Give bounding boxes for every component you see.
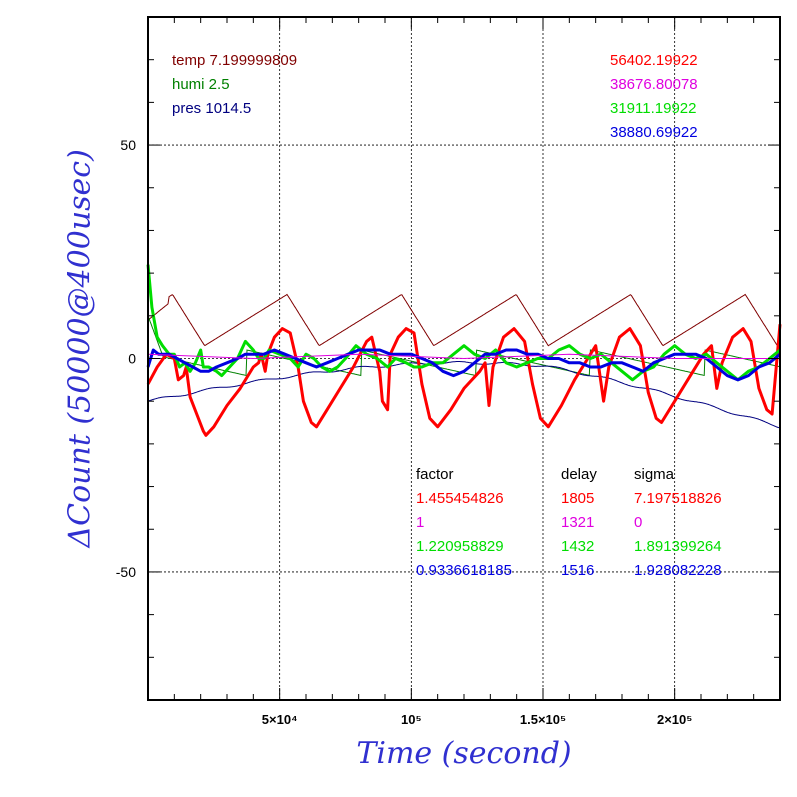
stats-delay-green: 1432 (561, 538, 595, 555)
stats-sigma-blue: 1.928082228 (634, 562, 722, 579)
x-tick-label: 5×10⁴ (262, 712, 298, 727)
stats-sigma-magenta: 0 (634, 514, 643, 531)
stats-header-sigma: sigma (634, 466, 675, 483)
y-tick-label: 0 (128, 351, 136, 367)
series-line-2 (146, 348, 781, 382)
stats-delay-red: 1805 (561, 490, 595, 507)
y-axis-label: ΔCount (50000@400usec) (62, 149, 98, 548)
x-axis-label: Time (second) (356, 736, 572, 771)
x-tick-label: 1.5×10⁵ (520, 712, 566, 727)
stats-sigma-red: 7.197518826 (634, 490, 722, 507)
series-layer (146, 264, 782, 437)
tick-label-layer: 5×10⁴ 10⁵ 1.5×10⁵ 2×10⁵ 50 0 -50 (116, 137, 693, 727)
series-mean-magenta: 38676.80078 (610, 76, 698, 93)
env-pres-line (147, 361, 781, 429)
stats-factor-magenta: 1 (416, 514, 425, 531)
stats-factor-green: 1.220958829 (416, 538, 504, 555)
env-temp-label: temp 7.199999809 (172, 52, 298, 69)
series-line-0 (146, 324, 782, 437)
series-mean-red: 56402.19922 (610, 52, 698, 69)
stats-delay-magenta: 1321 (561, 514, 595, 531)
series-mean-green: 31911.19922 (610, 100, 697, 117)
series-mean-blue: 38880.69922 (610, 124, 698, 141)
stats-factor-blue: 0.9336618185 (416, 562, 512, 579)
x-tick-label: 10⁵ (401, 712, 422, 727)
series-line-3 (147, 353, 780, 359)
stats-header-delay: delay (561, 466, 597, 483)
x-tick-label: 2×10⁵ (657, 712, 692, 727)
env-temp-line (147, 293, 781, 347)
env-humi-label: humi 2.5 (172, 76, 230, 93)
stats-delay-blue: 1516 (561, 562, 595, 579)
stats-factor-red: 1.455454826 (416, 490, 504, 507)
frame-layer (147, 16, 781, 701)
series-line-1 (146, 264, 781, 382)
y-tick-label: 50 (120, 137, 136, 153)
y-tick-label: -50 (116, 564, 136, 580)
stats-sigma-green: 1.891399264 (634, 538, 722, 555)
env-pres-label: pres 1014.5 (172, 100, 252, 117)
stats-header-factor: factor (416, 466, 454, 483)
